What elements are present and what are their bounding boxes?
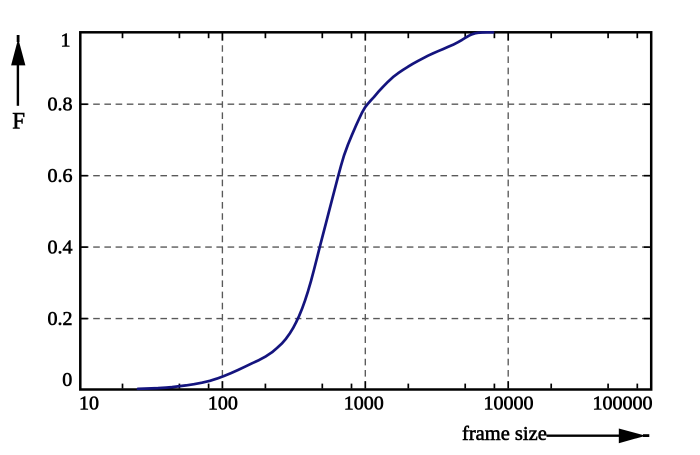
- svg-text:0: 0: [62, 369, 72, 391]
- svg-text:0.4: 0.4: [48, 236, 73, 258]
- svg-text:0.2: 0.2: [48, 308, 73, 330]
- svg-text:100: 100: [208, 392, 238, 414]
- svg-text:10: 10: [79, 392, 99, 414]
- svg-text:10000: 10000: [484, 392, 534, 414]
- svg-text:0.8: 0.8: [48, 93, 73, 115]
- svg-text:F: F: [12, 109, 25, 134]
- svg-text:100000: 100000: [593, 392, 653, 414]
- svg-text:1000: 1000: [344, 392, 384, 414]
- svg-text:frame size: frame size: [462, 423, 547, 445]
- svg-text:0.6: 0.6: [48, 165, 73, 187]
- svg-text:1: 1: [61, 29, 71, 51]
